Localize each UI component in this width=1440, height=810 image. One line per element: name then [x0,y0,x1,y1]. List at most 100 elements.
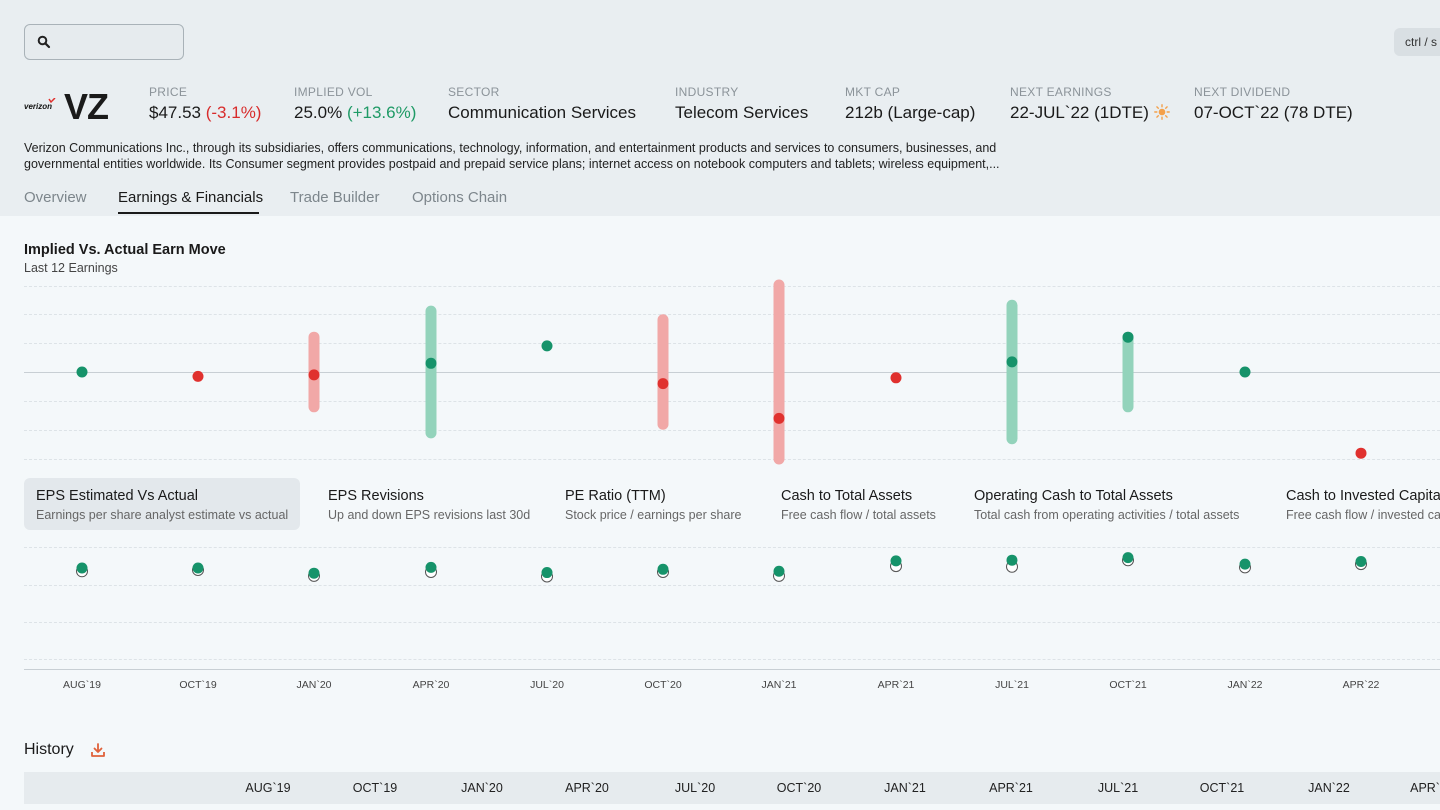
metric-title: PE Ratio (TTM) [565,488,666,504]
search-input[interactable] [24,24,184,60]
stat-industry: INDUSTRY Telecom Services [675,85,808,123]
metric-eps-revisions[interactable]: EPS Revisions Up and down EPS revisions … [316,478,542,530]
stat-price: PRICE $47.53 (-3.1%) [149,85,261,123]
eps-actual-point[interactable] [890,555,902,567]
stat-value: 212b (Large-cap) [845,103,976,122]
stat-value: 25.0% [294,103,343,122]
actual-move-point[interactable] [890,372,902,384]
earn-move-subtitle: Last 12 Earnings [24,261,118,275]
stat-next-dividend: NEXT DIVIDEND 07-OCT`22 (78 DTE) [1194,85,1353,123]
metric-subtitle: Free cash flow / total assets [781,508,936,522]
stat-label: IMPLIED VOL [294,85,373,99]
metric-subtitle: Earnings per share analyst estimate vs a… [36,508,289,522]
stat-label: NEXT DIVIDEND [1194,85,1291,99]
gridline [24,659,1440,660]
metric-pe-ratio[interactable]: PE Ratio (TTM) Stock price / earnings pe… [553,478,753,530]
eps-actual-point[interactable] [1122,552,1134,564]
metric-operating-cash-to-total-assets[interactable]: Operating Cash to Total Assets Total cas… [962,478,1251,530]
history-title: History [24,741,74,758]
stat-mkt-cap: MKT CAP 212b (Large-cap) [845,85,975,123]
price-change: (-3.1%) [205,103,262,122]
tab-options-chain[interactable]: Options Chain [412,189,508,206]
actual-move-point[interactable] [657,378,669,390]
metric-title: EPS Estimated Vs Actual [36,488,198,504]
stat-value: 22-JUL`22 (1DTE) [1010,103,1149,122]
stat-value: Communication Services [448,103,637,122]
x-tick-label: JAN`22 [1227,679,1263,691]
earn-move-title: Implied Vs. Actual Earn Move [24,242,226,258]
actual-move-point[interactable] [1122,331,1134,343]
stat-sector: SECTOR Communication Services [448,85,636,123]
metric-title: EPS Revisions [328,488,424,504]
tab-trade-builder[interactable]: Trade Builder [290,189,380,206]
stat-label: MKT CAP [845,85,901,99]
history-column-header: JAN`21 [884,781,926,795]
history-column-header: JUL`20 [674,781,716,795]
history-column-header: OCT`19 [352,781,398,795]
x-tick-label: AUG`19 [63,679,101,691]
actual-move-point[interactable] [308,369,320,381]
stat-label: SECTOR [448,85,500,99]
verizon-logo: verizon [24,98,56,111]
metric-title: Cash to Invested Capital [1286,488,1440,504]
eps-actual-point[interactable] [657,563,669,575]
gridline [24,459,1440,460]
stat-label: INDUSTRY [675,85,739,99]
tab-overview[interactable]: Overview [24,189,87,206]
eps-actual-point[interactable] [1239,558,1251,570]
eps-actual-point[interactable] [192,562,204,574]
stat-value: $47.53 [149,103,201,122]
active-tab-indicator [118,212,259,214]
ticker-symbol: VZ [64,86,109,127]
history-column-header: JAN`20 [461,781,503,795]
stat-next-earnings: NEXT EARNINGS 22-JUL`22 (1DTE) [1010,85,1170,123]
history-column-header: OCT`20 [776,781,822,795]
metric-subtitle: Free cash flow / invested capital [1286,508,1440,522]
eps-actual-point[interactable] [773,565,785,577]
x-axis-line [24,669,1440,670]
actual-move-point[interactable] [425,357,437,369]
history-header-row [24,772,1440,804]
gridline [24,401,1440,402]
zero-line [24,372,1440,373]
actual-move-point[interactable] [1239,366,1251,378]
iv-change: (+13.6%) [346,103,417,122]
metric-subtitle: Stock price / earnings per share [565,508,742,522]
stat-value: Telecom Services [675,103,809,122]
metric-eps-estimated-vs-actual[interactable]: EPS Estimated Vs Actual Earnings per sha… [24,478,301,530]
ticker-header [0,0,1440,216]
actual-move-point[interactable] [541,340,553,352]
x-tick-label: JAN`20 [296,679,332,691]
stat-implied-vol: IMPLIED VOL 25.0% (+13.6%) [294,85,416,123]
eps-actual-point[interactable] [1355,556,1367,567]
history-column-header: APR`21 [989,781,1033,795]
metric-subtitle: Up and down EPS revisions last 30d [328,508,531,522]
tab-earnings-financials[interactable]: Earnings & Financials [118,189,264,206]
eps-actual-point[interactable] [76,562,88,574]
eps-actual-point[interactable] [425,561,437,573]
gridline [24,343,1440,344]
x-tick-label: APR`21 [877,679,915,691]
actual-move-point[interactable] [773,412,785,424]
metric-subtitle: Total cash from operating activities / t… [974,508,1240,522]
history-column-header: AUG`19 [245,781,291,795]
gridline [24,314,1440,315]
x-tick-label: JUL`21 [995,679,1029,691]
metric-cash-to-invested-capital[interactable]: Cash to Invested Capital Free cash flow … [1274,478,1440,530]
actual-move-point[interactable] [76,366,88,378]
history-column-header: JAN`22 [1308,781,1350,795]
eps-actual-point[interactable] [541,567,553,579]
history-column-header: APR`20 [565,781,609,795]
actual-move-point[interactable] [192,370,204,382]
actual-move-point[interactable] [1355,447,1367,459]
x-tick-label: OCT`20 [644,679,682,691]
eps-actual-point[interactable] [1006,554,1018,566]
history-column-header: APR`22 [1410,781,1440,795]
actual-move-point[interactable] [1006,356,1018,368]
download-icon[interactable] [90,742,106,758]
company-description: Verizon Communications Inc., through its… [24,141,1000,171]
eps-actual-point[interactable] [308,567,320,579]
x-tick-label: APR`22 [1342,679,1380,691]
metric-cash-to-total-assets[interactable]: Cash to Total Assets Free cash flow / to… [769,478,948,530]
